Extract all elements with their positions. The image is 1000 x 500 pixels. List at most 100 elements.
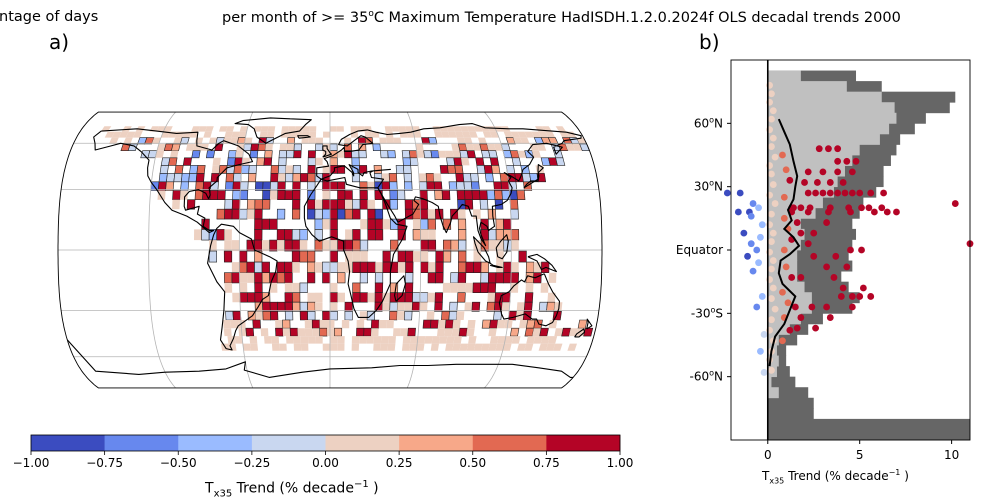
- trend-point: [768, 265, 775, 273]
- grid-cell: [345, 199, 353, 210]
- grid-cell: [330, 336, 338, 344]
- grid-cell: [224, 282, 233, 293]
- grid-cell: [511, 240, 519, 252]
- coverage-bar-total: [767, 408, 814, 420]
- grid-cell: [525, 282, 534, 293]
- colorbar-tick-label: 0.00: [312, 456, 339, 470]
- grid-cell: [284, 311, 294, 321]
- grid-cell: [234, 336, 243, 344]
- grid-cell: [239, 272, 248, 283]
- trend-point: [826, 189, 834, 197]
- coverage-bar-obs: [767, 123, 890, 135]
- grid-cell: [198, 126, 207, 132]
- grid-cell: [304, 320, 313, 329]
- grid-cell: [467, 320, 476, 329]
- grid-cell: [409, 343, 418, 351]
- grid-cell: [424, 336, 433, 344]
- grid-cell: [322, 165, 330, 174]
- grid-cell: [531, 131, 542, 138]
- grid-cell: [172, 199, 180, 210]
- grid-cell: [203, 131, 212, 138]
- y-tick-label: 30oN: [694, 179, 723, 194]
- grid-cell: [398, 126, 407, 132]
- trend-point: [782, 166, 790, 174]
- grid-cell: [405, 126, 414, 132]
- grid-cell: [420, 229, 429, 241]
- grid-cell: [315, 336, 323, 344]
- grid-cell: [497, 336, 506, 344]
- trend-point: [749, 267, 757, 275]
- trend-point: [859, 284, 867, 292]
- grid-cell: [428, 229, 436, 241]
- grid-cell: [524, 343, 534, 351]
- grid-cell: [308, 137, 316, 144]
- grid-cell: [308, 131, 317, 138]
- grid-cell: [465, 282, 474, 293]
- grid-cell: [472, 143, 482, 151]
- grid-cell: [352, 251, 361, 263]
- grid-cell: [360, 219, 368, 230]
- trend-point: [755, 204, 762, 212]
- grid-cell: [524, 131, 535, 138]
- grid-cell: [426, 311, 435, 320]
- grid-cell: [223, 320, 232, 329]
- grid-cell: [327, 328, 335, 337]
- colorbar-swatch: [472, 435, 547, 451]
- grid-cell: [457, 209, 466, 220]
- trend-point: [865, 204, 873, 212]
- grid-cell: [111, 131, 122, 138]
- colorbar-swatch: [31, 435, 105, 451]
- trend-point: [801, 179, 808, 186]
- grid-cell: [428, 262, 436, 273]
- grid-cell: [465, 143, 475, 151]
- grid-cell: [382, 219, 391, 230]
- grid-cell: [488, 328, 497, 337]
- grid-cell: [457, 282, 466, 293]
- x-tick-label: 10: [944, 448, 959, 462]
- grid-cell: [441, 131, 450, 138]
- grid-cell: [531, 150, 542, 158]
- trend-point: [769, 107, 777, 115]
- trend-point: [834, 145, 842, 153]
- grid-cell: [281, 126, 289, 132]
- trend-point: [747, 240, 755, 248]
- colorbar-swatch: [546, 435, 621, 451]
- trend-point: [780, 246, 788, 254]
- trend-point: [779, 337, 786, 345]
- trend-point: [797, 314, 805, 321]
- grid-cell: [504, 320, 513, 329]
- grid-cell: [384, 126, 393, 132]
- grid-cell: [336, 126, 344, 132]
- trend-point: [757, 347, 764, 355]
- grid-cell: [315, 157, 323, 166]
- trend-point: [791, 303, 799, 311]
- trend-point: [768, 115, 775, 123]
- grid-cell: [225, 126, 235, 132]
- grid-cell: [375, 229, 384, 241]
- trend-point: [847, 246, 854, 254]
- grid-cell: [239, 282, 248, 293]
- grid-cell: [330, 282, 338, 293]
- grid-cell: [468, 131, 478, 138]
- grid-cell: [291, 208, 301, 220]
- grid-cell: [100, 126, 112, 132]
- grid-cell: [238, 328, 247, 337]
- graticule-meridian: [148, 112, 176, 388]
- grid-cell: [208, 137, 218, 144]
- grid-cell: [456, 137, 466, 144]
- grid-cell: [315, 302, 323, 312]
- grid-cell: [555, 126, 567, 132]
- trend-point: [804, 168, 812, 176]
- coverage-bar-obs: [767, 155, 853, 166]
- trend-point: [812, 324, 819, 332]
- colorbar-tick-label: −0.50: [160, 456, 197, 470]
- grid-cell: [438, 150, 447, 158]
- grid-cell: [452, 150, 461, 158]
- grid-cell: [186, 199, 196, 210]
- grid-cell: [418, 173, 427, 182]
- grid-cell: [224, 131, 233, 138]
- trend-point: [878, 204, 886, 212]
- grid-cell: [378, 320, 387, 329]
- grid-cell: [351, 336, 360, 344]
- coverage-bar-obs: [767, 144, 860, 156]
